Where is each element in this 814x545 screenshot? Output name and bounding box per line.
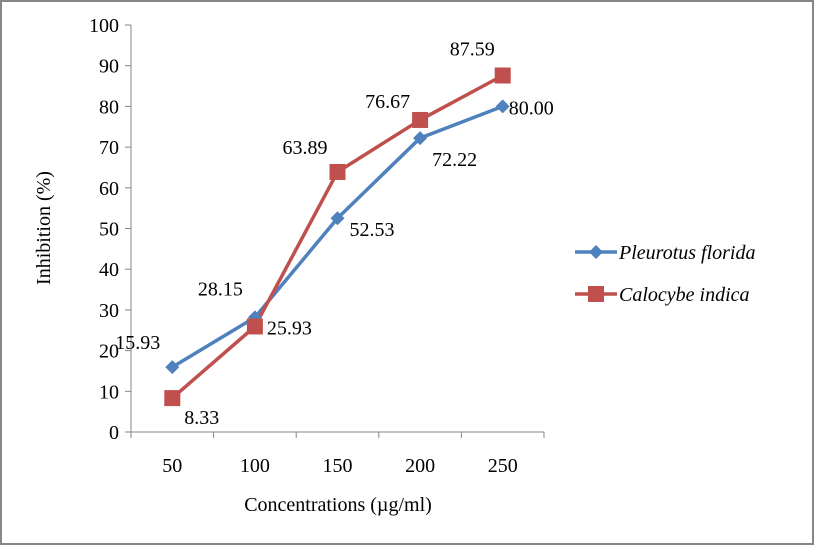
data-point-marker xyxy=(413,131,428,146)
x-tick-label: 50 xyxy=(162,455,182,477)
x-tick-label: 200 xyxy=(405,455,435,477)
legend-marker xyxy=(589,245,603,259)
y-tick-label: 10 xyxy=(99,381,119,403)
data-point-marker xyxy=(165,360,180,375)
data-label: 52.53 xyxy=(350,219,395,241)
legend-item: Calocybe indica xyxy=(575,284,750,306)
data-label: 63.89 xyxy=(283,137,328,159)
y-tick-label: 20 xyxy=(99,341,119,363)
legend: Pleurotus florida Calocybe indica xyxy=(575,242,755,306)
y-tick-label: 30 xyxy=(99,300,119,322)
data-point-marker xyxy=(164,390,181,407)
data-label: 8.33 xyxy=(184,407,219,429)
data-label: 87.59 xyxy=(450,39,495,61)
data-point-marker xyxy=(494,67,511,84)
x-tick-label: 150 xyxy=(323,455,353,477)
x-tick-label: 100 xyxy=(240,455,270,477)
x-axis-title: Concentrations (µg/ml) xyxy=(244,494,432,516)
data-point-marker xyxy=(330,211,345,226)
data-point-marker xyxy=(495,99,510,114)
y-tick-label: 90 xyxy=(99,56,119,78)
series-line-pleurotus-florida xyxy=(171,104,504,369)
data-label: 80.00 xyxy=(509,97,554,119)
y-tick-label: 60 xyxy=(99,178,119,200)
data-label: 72.22 xyxy=(432,149,477,171)
series-group xyxy=(164,67,511,407)
data-label: 25.93 xyxy=(267,317,312,339)
legend-item: Pleurotus florida xyxy=(575,242,755,264)
y-tick-label: 100 xyxy=(89,15,119,37)
data-labels: 15.93 28.15 52.53 72.22 80.00 8.33 25.93 63.89 7… xyxy=(115,39,553,430)
data-point-marker xyxy=(246,318,263,335)
data-label: 15.93 xyxy=(115,332,160,354)
legend-label: Pleurotus florida xyxy=(618,242,755,264)
y-tick-label: 0 xyxy=(109,422,119,444)
y-tick-label: 70 xyxy=(99,137,119,159)
x-tick-label: 250 xyxy=(488,455,518,477)
data-point-marker xyxy=(412,111,429,128)
y-tick-label: 80 xyxy=(99,96,119,118)
axes: 0 10 20 30 40 50 60 70 80 90 100 50 100 150 200 250 xyxy=(89,15,545,477)
y-axis-title: Inhibition (%) xyxy=(33,171,55,285)
data-point-marker xyxy=(329,163,346,180)
y-tick-label: 50 xyxy=(99,219,119,241)
legend-label: Calocybe indica xyxy=(619,284,750,306)
y-tick-label: 40 xyxy=(99,259,119,281)
data-label: 28.15 xyxy=(198,278,243,300)
data-label: 76.67 xyxy=(365,91,410,113)
legend-marker xyxy=(588,286,604,302)
